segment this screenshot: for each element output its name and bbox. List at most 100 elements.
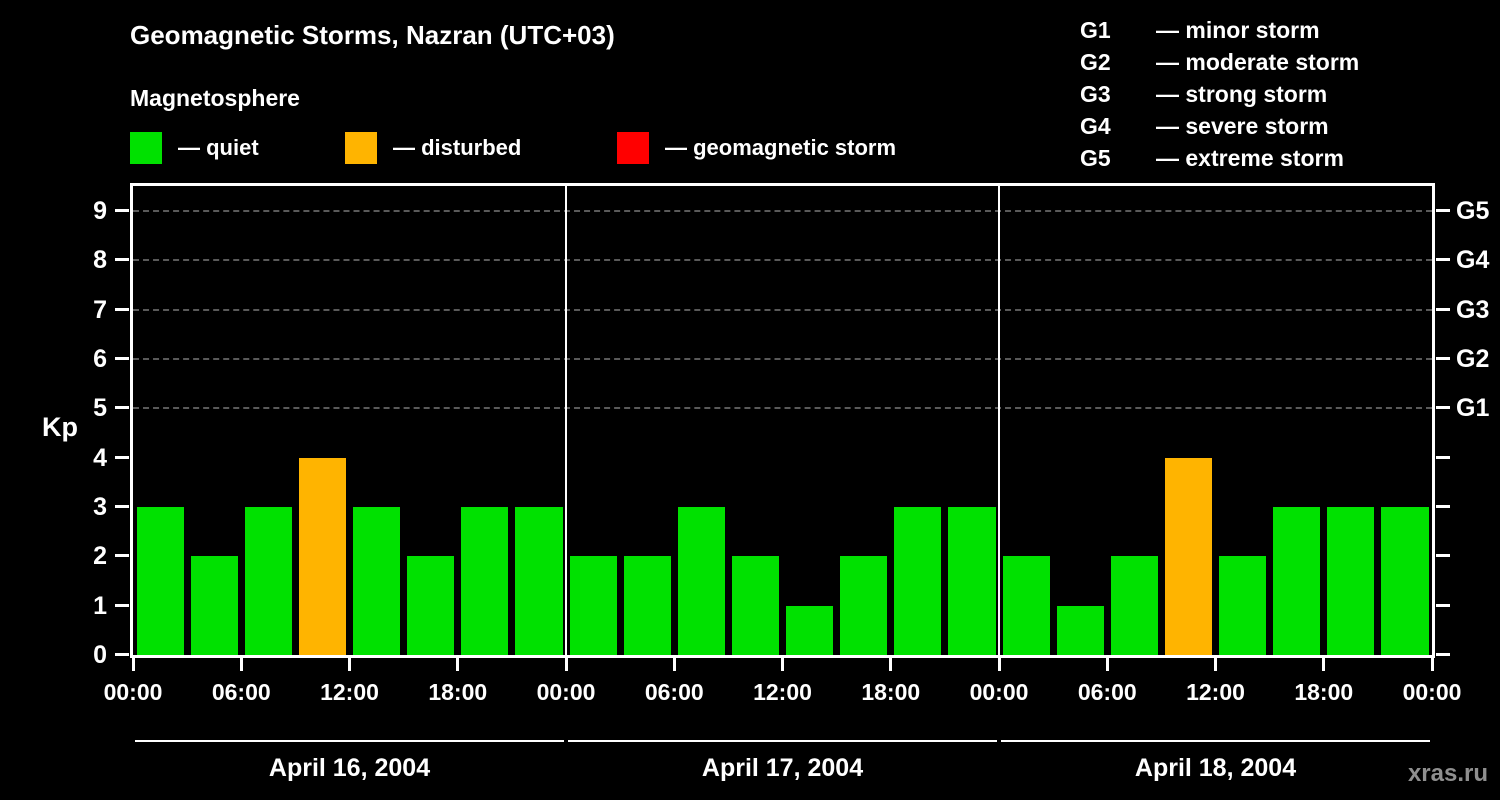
gridline-kp-7 [133, 308, 1432, 311]
x-tick-label: 00:00 [1402, 679, 1462, 705]
g3-label: — strong storm [1156, 81, 1328, 107]
right-axis-label-g3: G3 [1456, 295, 1490, 324]
kp-bar [569, 556, 617, 655]
legend-label-storm: — geomagnetic storm [665, 135, 897, 160]
y-tick-label: 9 [93, 197, 107, 225]
gridline-kp-9 [133, 210, 1432, 212]
g2-code: G2 [1080, 49, 1111, 75]
right-axis-label-g2: G2 [1456, 345, 1490, 373]
kp-bar [1219, 556, 1267, 655]
kp-bar [136, 507, 184, 655]
kp-bar [786, 605, 834, 655]
chart-subtitle: Magnetosphere [130, 85, 300, 111]
y-axis-tick-right [1436, 505, 1450, 508]
x-tick-label: 06:00 [211, 679, 271, 705]
kp-bar [298, 457, 346, 655]
x-tick-label: 00:00 [103, 679, 163, 705]
y-axis-tick-right [1436, 406, 1450, 410]
y-axis-tick [115, 455, 129, 459]
right-axis-label-g1: G1 [1456, 394, 1490, 423]
g2-label: — moderate storm [1156, 49, 1360, 75]
day-separator [998, 186, 1000, 655]
kp-bar [190, 556, 238, 655]
kp-bar [244, 507, 292, 655]
legend-item-disturbed: — disturbed [345, 132, 521, 164]
g5-code: G5 [1080, 145, 1111, 171]
x-tick-label: 00:00 [969, 679, 1029, 705]
kp-bar [353, 507, 401, 655]
x-tick-label: 18:00 [428, 679, 488, 705]
y-axis-tick-right [1436, 307, 1450, 311]
y-axis-tick [115, 554, 129, 558]
y-axis-tick [115, 357, 129, 360]
date-label: April 18, 2004 [1134, 754, 1297, 782]
kp-bar [1056, 605, 1104, 655]
g-legend-row: G3 — strong storm [1080, 78, 1359, 110]
g4-label: — severe storm [1156, 113, 1329, 139]
legend-label-quiet: — quiet [178, 135, 259, 160]
g3-code: G3 [1080, 81, 1111, 107]
date-bracket [1001, 740, 1430, 742]
y-axis-tick [115, 258, 129, 262]
kp-bar [894, 507, 942, 655]
y-axis-tick-right [1436, 258, 1450, 262]
right-axis-label-g4: G4 [1456, 246, 1490, 275]
date-label: April 16, 2004 [268, 754, 431, 782]
kp-bar [1273, 507, 1321, 655]
x-tick-label: 00:00 [536, 679, 596, 705]
date-bracket [135, 740, 564, 742]
kp-bar-chart-plot-area [130, 183, 1435, 658]
g4-code: G4 [1080, 113, 1111, 139]
g-legend-row: G1 — minor storm [1080, 14, 1359, 46]
y-axis-tick-right [1436, 455, 1450, 459]
watermark: xras.ru [1407, 760, 1488, 787]
x-tick-label: 12:00 [320, 679, 379, 705]
kp-bar [731, 556, 779, 655]
gridline-kp-5 [133, 407, 1432, 410]
y-axis-tick [115, 505, 129, 508]
y-axis-tick [115, 653, 129, 656]
legend-item-storm: — geomagnetic storm [617, 132, 896, 164]
x-axis-tick [1322, 658, 1326, 671]
storm-color-swatch [617, 132, 649, 164]
kp-bar [1110, 556, 1158, 655]
x-axis-tick [456, 658, 460, 671]
kp-bar [677, 507, 725, 655]
kp-bar [1327, 507, 1375, 655]
x-axis-tick [239, 658, 243, 671]
kp-bar [948, 507, 996, 655]
y-axis-tick [115, 209, 129, 212]
y-tick-label: 4 [93, 443, 107, 472]
g-scale-legend: G1 — minor storm G2 — moderate storm G3 … [1080, 14, 1359, 174]
gridline-kp-6 [133, 358, 1432, 360]
x-axis-tick [781, 658, 784, 671]
y-axis-tick-right [1436, 357, 1450, 360]
kp-bar [407, 556, 455, 655]
x-axis-tick [1214, 658, 1217, 671]
y-axis-tick [115, 307, 129, 311]
y-axis-tick-right [1436, 209, 1450, 212]
y-tick-label: 0 [93, 641, 107, 669]
y-tick-label: 5 [93, 394, 107, 423]
quiet-color-swatch [130, 132, 162, 164]
date-label: April 17, 2004 [701, 754, 864, 782]
x-axis-tick [131, 658, 135, 671]
kp-bar [1002, 556, 1050, 655]
g1-label: — minor storm [1156, 17, 1320, 43]
legend-item-quiet: — quiet [130, 132, 259, 164]
disturbed-color-swatch [345, 132, 377, 164]
x-axis-tick [564, 658, 568, 671]
g-legend-row: G2 — moderate storm [1080, 46, 1359, 78]
kp-bar [1381, 507, 1429, 655]
kp-bar [515, 507, 563, 655]
date-bracket [568, 740, 997, 742]
x-axis-tick [672, 658, 676, 671]
legend-label-disturbed: — disturbed [393, 135, 522, 160]
y-tick-label: 1 [93, 591, 107, 620]
y-axis-tick [115, 406, 129, 410]
plot-inner [133, 186, 1432, 655]
x-tick-label: 06:00 [644, 679, 704, 705]
x-axis-tick [348, 658, 351, 671]
kp-bar [1164, 457, 1212, 655]
